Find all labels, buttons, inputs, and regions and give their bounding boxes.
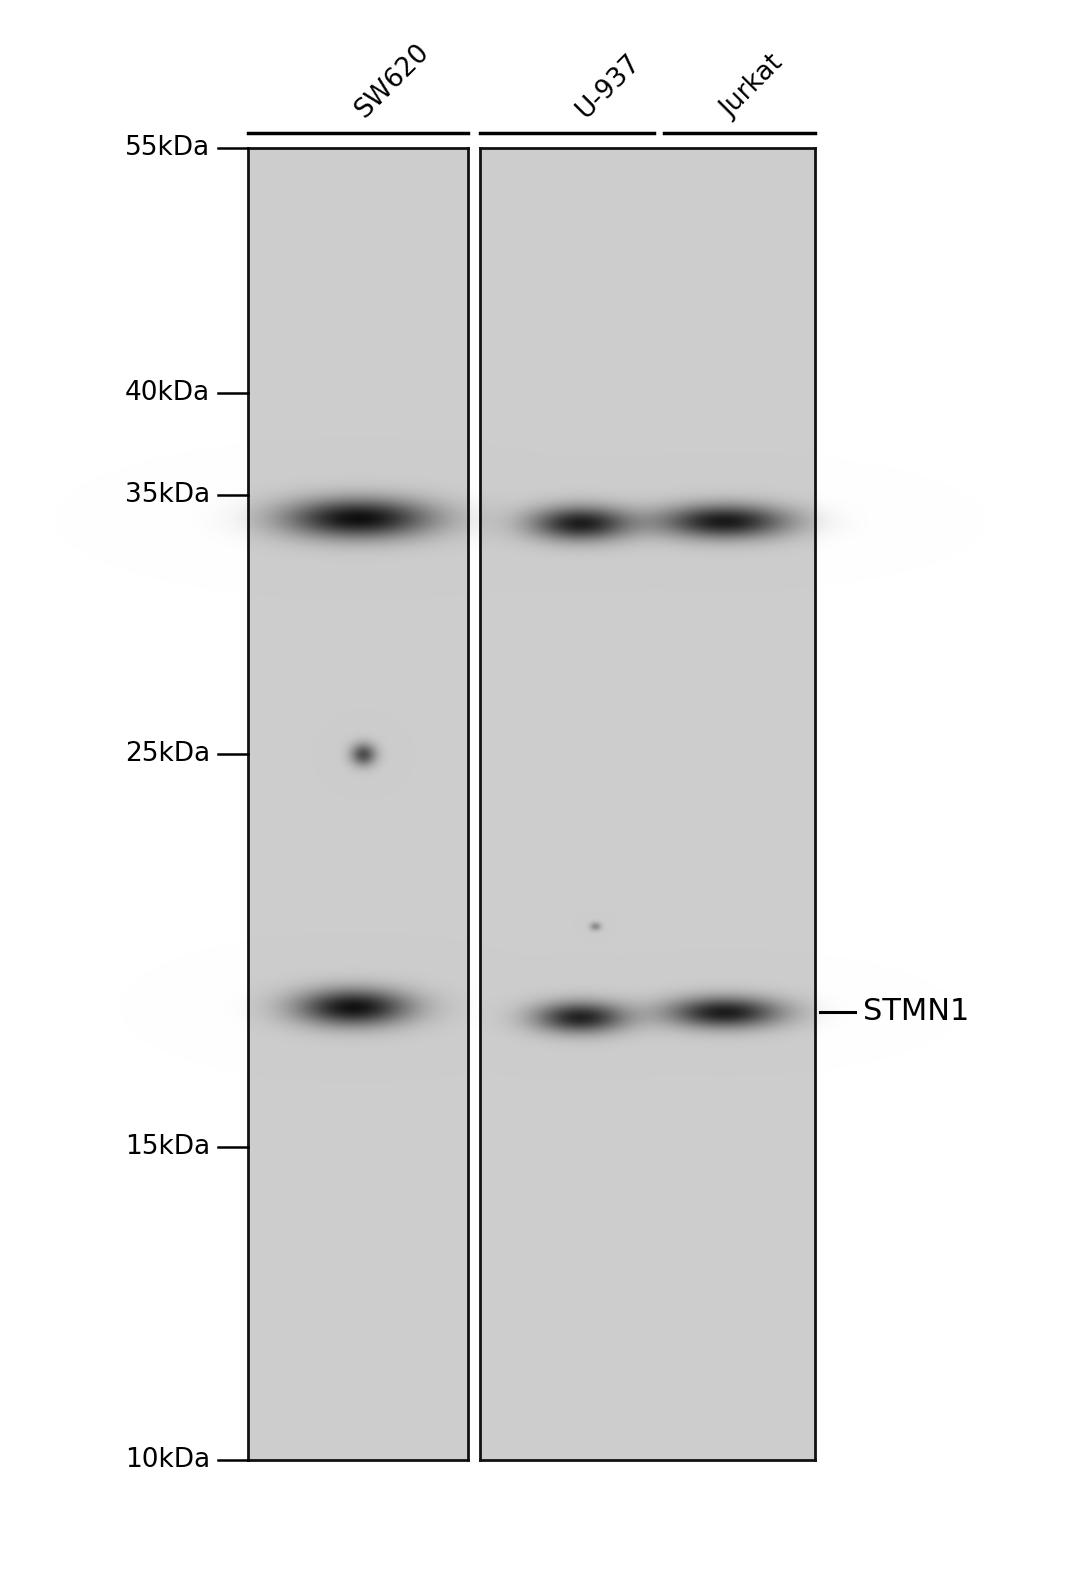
Text: U-937: U-937 [571, 49, 646, 122]
Text: 10kDa: 10kDa [125, 1447, 210, 1474]
Text: 40kDa: 40kDa [125, 380, 210, 407]
Text: 55kDa: 55kDa [125, 135, 210, 160]
Text: STMN1: STMN1 [863, 997, 970, 1026]
Text: Jurkat: Jurkat [716, 51, 788, 122]
Text: 35kDa: 35kDa [125, 483, 210, 508]
Text: 25kDa: 25kDa [125, 742, 210, 767]
Text: SW620: SW620 [350, 38, 434, 122]
Text: 15kDa: 15kDa [125, 1134, 210, 1159]
